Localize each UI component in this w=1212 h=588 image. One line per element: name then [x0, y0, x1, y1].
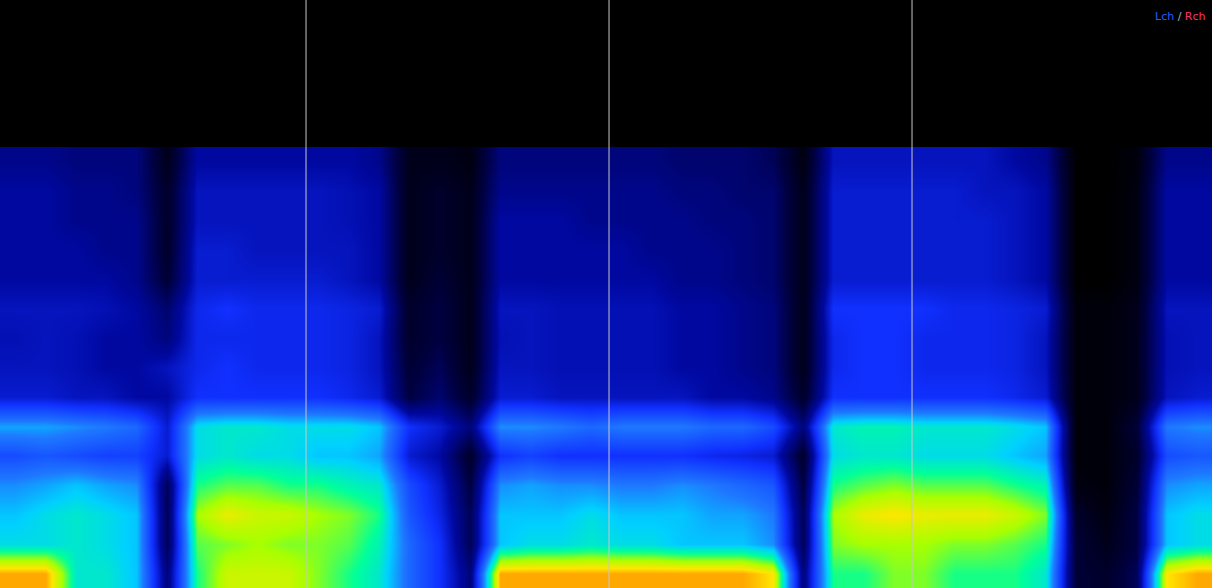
svg-text:Lch / Rch: Lch / Rch	[1155, 10, 1206, 23]
